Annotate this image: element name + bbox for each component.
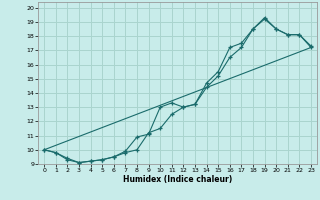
X-axis label: Humidex (Indice chaleur): Humidex (Indice chaleur) [123,175,232,184]
